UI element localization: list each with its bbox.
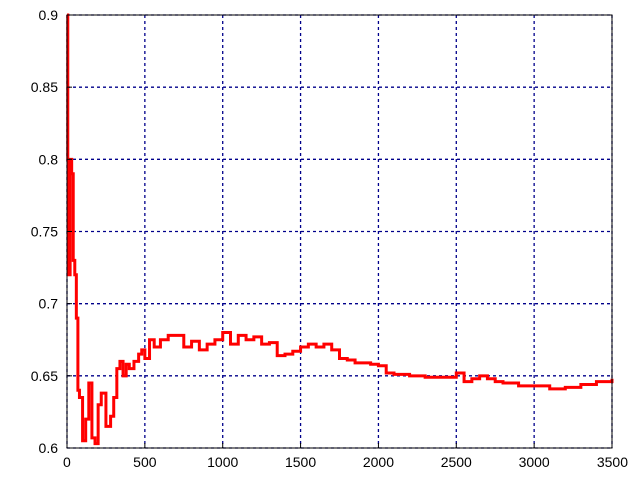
x-tick-label: 1500 — [285, 454, 316, 470]
y-tick-label: 0.85 — [31, 79, 58, 95]
series-layer — [66, 13, 614, 446]
y-tick-label: 0.75 — [31, 224, 58, 240]
x-tick-label: 1000 — [207, 454, 238, 470]
x-tick-label: 3000 — [519, 454, 550, 470]
x-tick-label: 0 — [63, 454, 71, 470]
x-tick-label: 2000 — [363, 454, 394, 470]
x-axis-ticks: 0 500 1000 1500 2000 2500 3000 3500 — [63, 443, 628, 470]
x-tick-label: 2500 — [441, 454, 472, 470]
y-tick-label: 0.9 — [39, 7, 59, 23]
y-tick-label: 0.8 — [39, 151, 59, 167]
y-axis-ticks: 0.6 0.65 0.7 0.75 0.8 0.85 0.9 — [31, 7, 72, 456]
y-tick-label: 0.65 — [31, 368, 58, 384]
y-tick-label: 0.7 — [39, 296, 59, 312]
x-tick-label: 3500 — [597, 454, 628, 470]
y-tick-label: 0.6 — [39, 440, 59, 456]
series-line-0 — [66, 13, 614, 446]
x-tick-label: 500 — [133, 454, 157, 470]
